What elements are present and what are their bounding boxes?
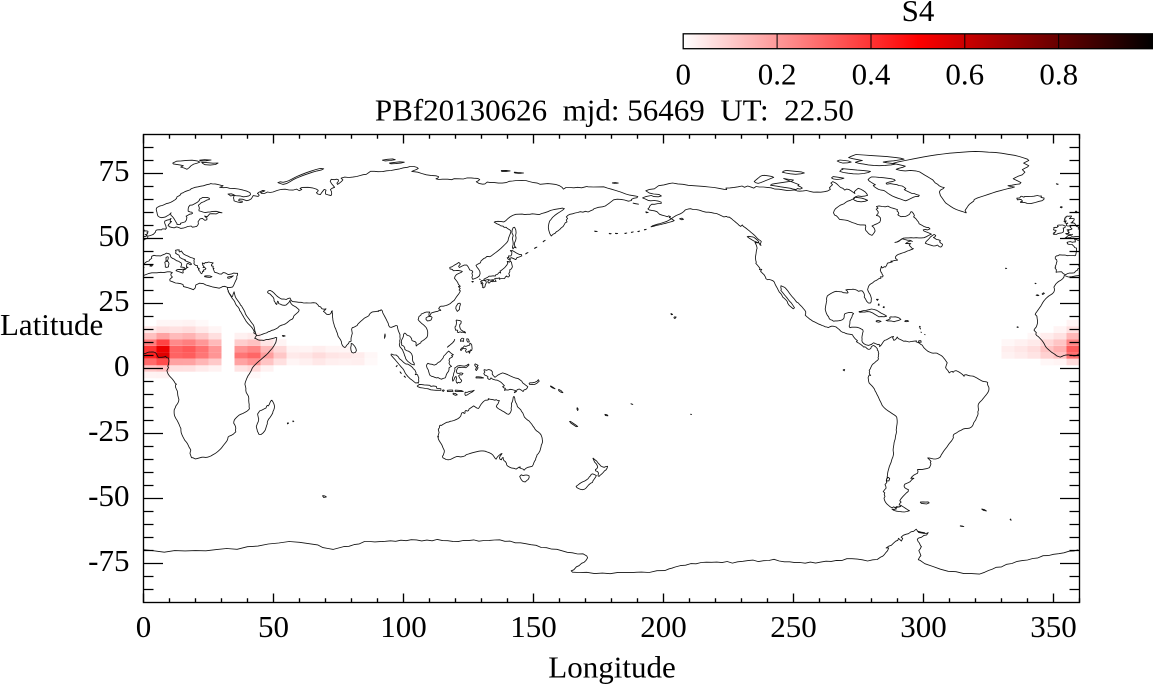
svg-text:0.4: 0.4 xyxy=(852,56,891,91)
svg-text:25: 25 xyxy=(99,283,130,318)
svg-text:0.8: 0.8 xyxy=(1039,56,1078,91)
svg-text:0: 0 xyxy=(675,56,691,91)
svg-text:0.6: 0.6 xyxy=(945,56,984,91)
svg-text:150: 150 xyxy=(510,609,557,644)
svg-text:-50: -50 xyxy=(88,478,129,513)
svg-text:Latitude: Latitude xyxy=(0,307,103,342)
svg-text:S4: S4 xyxy=(902,0,935,28)
svg-text:200: 200 xyxy=(640,609,687,644)
svg-text:0.2: 0.2 xyxy=(758,56,797,91)
svg-text:250: 250 xyxy=(770,609,817,644)
svg-text:100: 100 xyxy=(380,609,427,644)
svg-text:350: 350 xyxy=(1030,609,1077,644)
svg-text:Longitude: Longitude xyxy=(548,650,675,685)
svg-text:PBf20130626 mjd: 56469 UT:: PBf20130626 mjd: 56469 UT: 22.50 xyxy=(375,92,854,127)
svg-text:-25: -25 xyxy=(88,413,129,448)
svg-text:0: 0 xyxy=(136,609,152,644)
svg-text:-75: -75 xyxy=(88,543,129,578)
svg-text:75: 75 xyxy=(99,153,130,188)
svg-text:50: 50 xyxy=(258,609,289,644)
svg-text:50: 50 xyxy=(99,218,130,253)
svg-text:300: 300 xyxy=(900,609,947,644)
svg-text:0: 0 xyxy=(114,348,130,383)
